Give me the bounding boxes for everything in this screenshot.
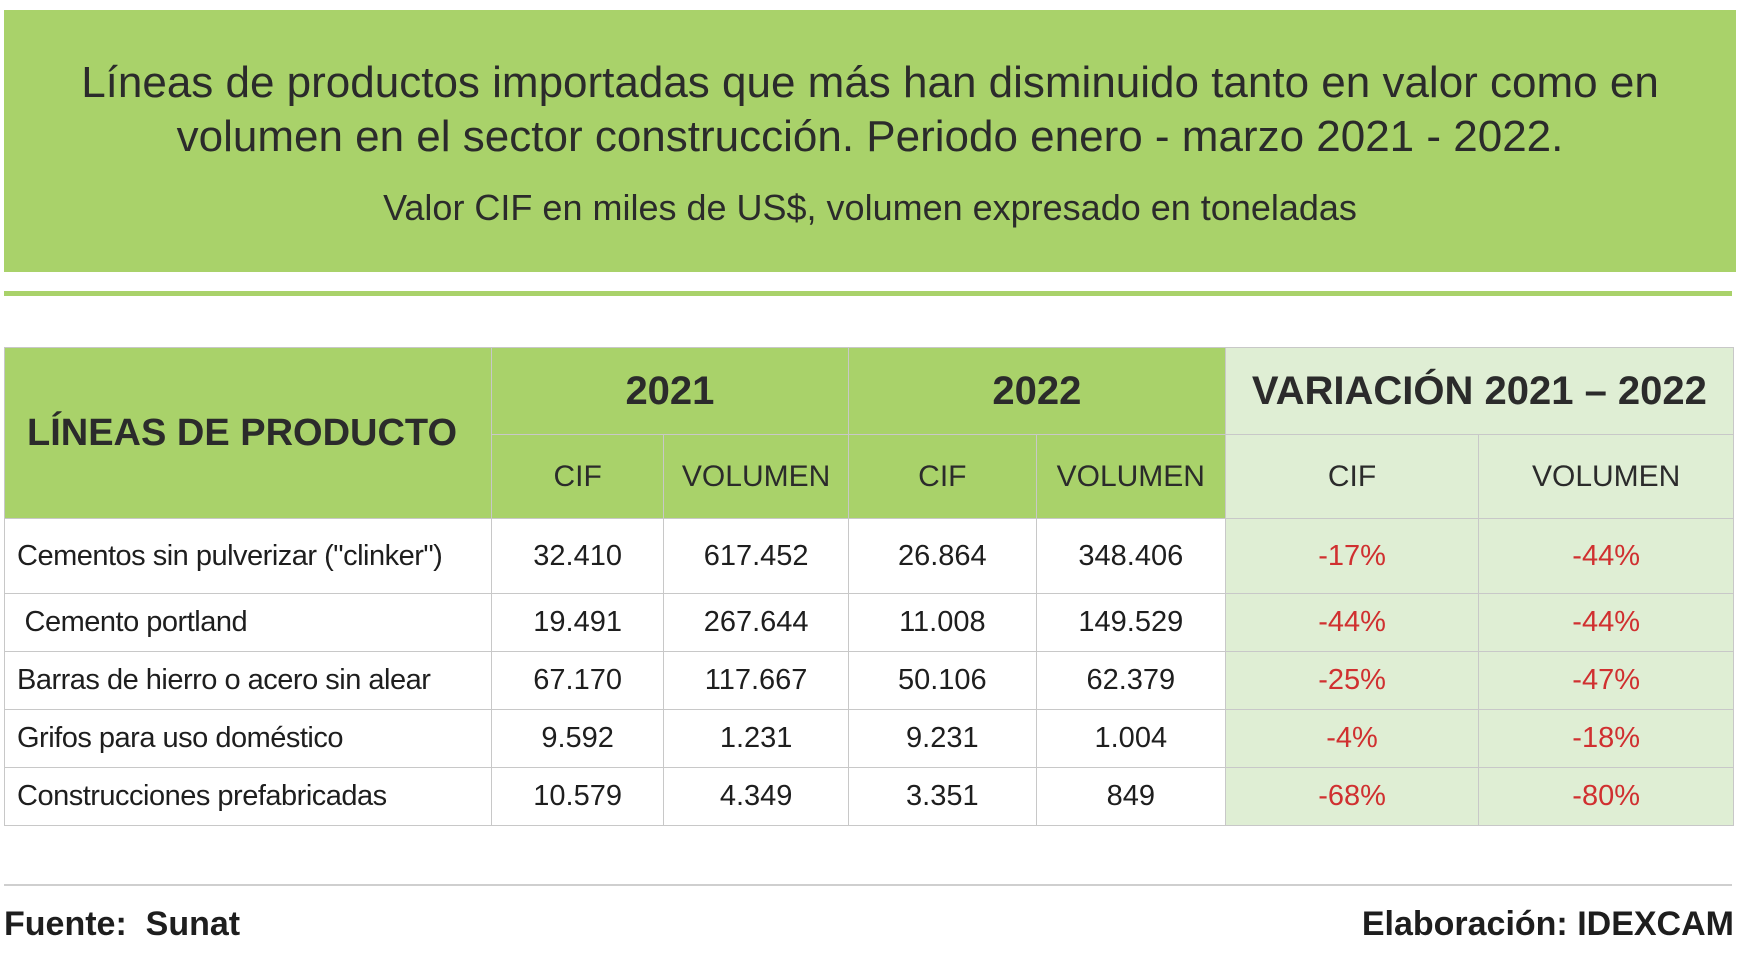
volumen-2022-value: 149.529 [1035, 593, 1226, 652]
cif-2022-value: 26.864 [847, 518, 1037, 594]
volumen-2022-value: 849 [1035, 767, 1226, 826]
product-name: Cementos sin pulverizar ("clinker") [4, 518, 492, 594]
header-volumen-variation: VOLUMEN [1478, 434, 1734, 519]
header-volumen-2021: VOLUMEN [663, 434, 849, 519]
table-row: Barras de hierro o acero sin alear 67.17… [4, 651, 1734, 710]
table-row: Grifos para uso doméstico 9.592 1.231 9.… [4, 709, 1734, 768]
header-cif-2022: CIF [847, 434, 1037, 519]
table-row: Cementos sin pulverizar ("clinker") 32.4… [4, 518, 1734, 594]
volumen-variation-value: -44% [1478, 593, 1734, 652]
cif-2021-value: 9.592 [490, 709, 665, 768]
header-divider [4, 291, 1732, 296]
cif-2021-value: 19.491 [490, 593, 665, 652]
volumen-2021-value: 267.644 [663, 593, 849, 652]
volumen-2022-value: 1.004 [1035, 709, 1226, 768]
cif-variation-value: -44% [1224, 593, 1480, 652]
volumen-2021-value: 117.667 [663, 651, 849, 710]
volumen-variation-value: -44% [1478, 518, 1734, 594]
header-product-lines: LÍNEAS DE PRODUCTO [4, 347, 492, 519]
volumen-2022-value: 348.406 [1035, 518, 1226, 594]
table-row: Cemento portland 19.491 267.644 11.008 1… [4, 593, 1734, 652]
chart-subtitle: Valor CIF en miles de US$, volumen expre… [383, 187, 1357, 228]
cif-variation-value: -4% [1224, 709, 1480, 768]
cif-2022-value: 11.008 [847, 593, 1037, 652]
volumen-variation-value: -80% [1478, 767, 1734, 826]
chart-title: Líneas de productos importadas que más h… [24, 56, 1716, 164]
header-cif-2021: CIF [490, 434, 665, 519]
cif-variation-value: -68% [1224, 767, 1480, 826]
product-name: Cemento portland [4, 593, 492, 652]
cif-2022-value: 50.106 [847, 651, 1037, 710]
table-row: Construcciones prefabricadas 10.579 4.34… [4, 767, 1734, 826]
header-volumen-2022: VOLUMEN [1035, 434, 1226, 519]
cif-variation-value: -25% [1224, 651, 1480, 710]
volumen-variation-value: -18% [1478, 709, 1734, 768]
title-line-2: volumen en el sector construcción. Perio… [176, 112, 1564, 161]
product-name: Construcciones prefabricadas [4, 767, 492, 826]
cif-2022-value: 9.231 [847, 709, 1037, 768]
header-variation: VARIACIÓN 2021 – 2022 [1224, 347, 1735, 435]
footer-divider [4, 884, 1732, 886]
cif-2021-value: 32.410 [490, 518, 665, 594]
cif-2022-value: 3.351 [847, 767, 1037, 826]
credit-note: Elaboración: IDEXCAM [1361, 905, 1734, 943]
cif-variation-value: -17% [1224, 518, 1480, 594]
volumen-2021-value: 1.231 [663, 709, 849, 768]
cif-2021-value: 67.170 [490, 651, 665, 710]
header-cif-variation: CIF [1224, 434, 1480, 519]
header-year-2021: 2021 [490, 347, 849, 435]
volumen-variation-value: -47% [1478, 651, 1734, 710]
title-banner: Líneas de productos importadas que más h… [4, 10, 1736, 272]
volumen-2021-value: 617.452 [663, 518, 849, 594]
source-note: Fuente: Sunat [4, 905, 241, 943]
header-year-2022: 2022 [847, 347, 1226, 435]
title-line-1: Líneas de productos importadas que más h… [81, 58, 1659, 107]
cif-2021-value: 10.579 [490, 767, 665, 826]
volumen-2021-value: 4.349 [663, 767, 849, 826]
product-name: Grifos para uso doméstico [4, 709, 492, 768]
volumen-2022-value: 62.379 [1035, 651, 1226, 710]
product-name: Barras de hierro o acero sin alear [4, 651, 492, 710]
data-table: LÍNEAS DE PRODUCTO 2021 2022 VARIACIÓN 2… [4, 347, 1735, 826]
